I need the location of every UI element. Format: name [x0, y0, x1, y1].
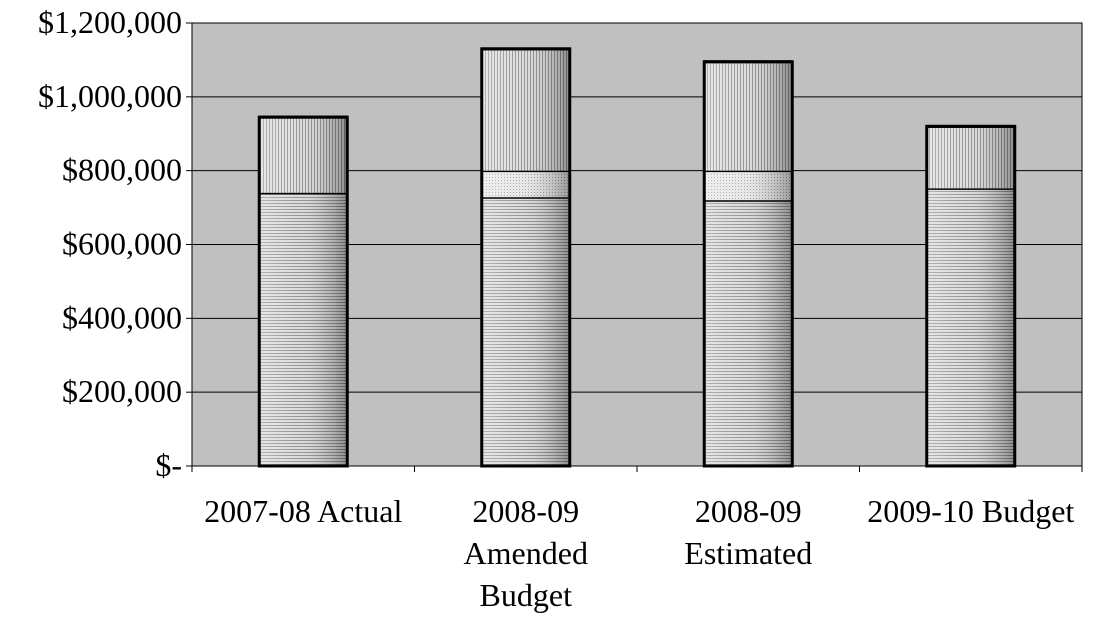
x-tick-label-line: 2008-09 — [472, 493, 579, 529]
y-tick-labels: $- $200,000 $400,000 $600,000 $800,000 $1,000… — [38, 4, 182, 483]
bar-segment-shade — [704, 170, 793, 201]
axes — [186, 22, 1083, 472]
bar-segment-shade — [926, 126, 1015, 189]
x-tick-label-line: Budget — [480, 577, 573, 613]
x-tick-label: 2007-08 Actual — [204, 493, 402, 529]
bar-stack — [480, 47, 572, 468]
x-tick-label-line: 2007-08 Actual — [204, 493, 402, 529]
x-tick-label: 2009-10 Budget — [867, 493, 1074, 529]
bar-stack — [925, 124, 1017, 468]
bar-segment-shade — [481, 48, 570, 171]
bar-stack — [702, 60, 794, 468]
y-tick-label: $400,000 — [62, 299, 182, 335]
bar-segment-shade — [704, 61, 793, 171]
x-tick-label-line: 2008-09 — [695, 493, 802, 529]
bar-stack — [257, 115, 349, 468]
bar-segment-shade — [926, 188, 1015, 467]
y-tick-label: $- — [155, 447, 182, 483]
bar-segment-shade — [481, 170, 570, 198]
y-tick-label: $600,000 — [62, 226, 182, 262]
bars — [257, 47, 1017, 468]
y-tick-label: $800,000 — [62, 152, 182, 188]
x-tick-label: 2008-09 Amended Budget — [464, 493, 588, 613]
bar-segment-shade — [481, 197, 570, 466]
y-tick-label: $200,000 — [62, 373, 182, 409]
y-tick-label: $1,000,000 — [38, 78, 182, 114]
y-tick-label: $1,200,000 — [38, 4, 182, 40]
bar-segment-shade — [259, 117, 348, 193]
x-tick-labels: 2007-08 Actual 2008-09 Amended Budget2008-0… — [204, 493, 1074, 613]
x-tick-label-line: 2009-10 Budget — [867, 493, 1074, 529]
x-tick-label-line: Amended — [464, 535, 588, 571]
bar-segment-shade — [704, 200, 793, 466]
x-tick-label-line: Estimated — [684, 535, 812, 571]
bar-segment-shade — [259, 192, 348, 467]
x-tick-label: 2008-09 Estimated — [684, 493, 812, 571]
